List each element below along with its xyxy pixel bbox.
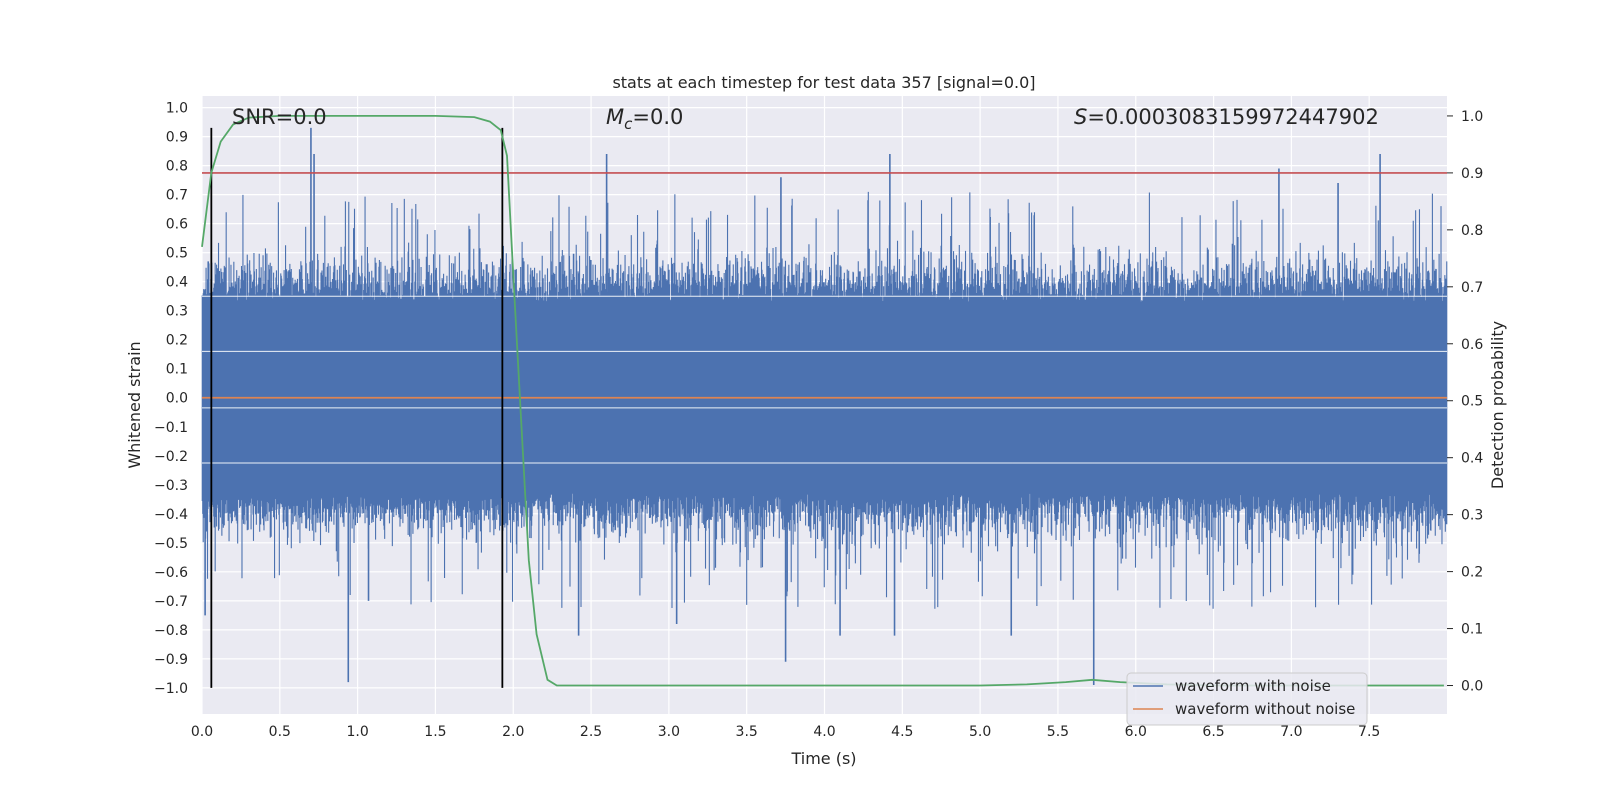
chirp-mass-value: =0.0 [632,105,683,129]
y-tick-label: 0.2 [166,333,188,349]
y-tick-label: 0.1 [166,362,188,378]
y2-tick-label: 0.0 [1461,679,1483,695]
y2-tick-label: 1.0 [1461,109,1483,125]
y-axis-label: Whitened strain [125,341,144,468]
y-tick-label: −0.5 [154,536,188,552]
x-axis-label: Time (s) [790,749,856,768]
y-tick-label: −0.4 [154,507,188,523]
x-tick-label: 6.5 [1202,724,1224,740]
legend-entry-noisy: waveform with noise [1175,677,1331,695]
chart-title: stats at each timestep for test data 357… [612,73,1035,92]
y2-axis-label: Detection probability [1488,321,1507,489]
x-tick-label: 4.0 [813,724,835,740]
y-tick-label: −0.2 [154,449,188,465]
y-tick-label: −0.6 [154,565,188,581]
chirp-mass-subscript: c [624,115,633,133]
axis-ticks: 0.0 0.5 1.0 1.5 2.0 2.5 3.0 3.5 4.0 4.5 5.0 5.5 6.0 6… [154,101,1483,740]
y2-tick-label: 0.1 [1461,622,1483,638]
y-tick-label: −0.7 [154,594,188,610]
y-tick-label: −0.3 [154,478,188,494]
y-tick-label: −1.0 [154,681,188,697]
x-tick-label: 2.0 [502,724,524,740]
y2-tick-label: 0.6 [1461,337,1483,353]
statistic-annotation: S=0.0003083159972447902 [1074,105,1379,129]
x-tick-label: 5.5 [1047,724,1069,740]
y-tick-label: 0.7 [166,188,188,204]
x-tick-label: 2.5 [580,724,602,740]
y-tick-label: 1.0 [166,101,188,117]
x-tick-label: 4.5 [891,724,913,740]
x-tick-label: 7.5 [1358,724,1380,740]
y-tick-label: 0.0 [166,391,188,407]
x-tick-label: 0.0 [191,724,213,740]
y-tick-label: −0.8 [154,623,188,639]
legend-box [1126,672,1368,726]
x-tick-label: 3.5 [736,724,758,740]
y-tick-label: 0.4 [166,275,188,291]
y-tick-label: −0.1 [154,420,188,436]
x-tick-label: 6.0 [1125,724,1147,740]
y2-tick-label: 0.2 [1461,565,1483,581]
chirp-mass-annotation: Mc=0.0 [606,105,683,133]
x-tick-label: 0.5 [269,724,291,740]
snr-annotation: SNR=0.0 [232,105,327,129]
legend: waveform with noise waveform without noi… [1126,672,1368,726]
y-tick-label: 0.8 [166,159,188,175]
y-tick-label: −0.9 [154,652,188,668]
x-tick-label: 1.0 [346,724,368,740]
legend-entry-clean: waveform without noise [1175,700,1355,718]
y-tick-label: 0.9 [166,130,188,146]
chirp-mass-symbol: M [606,105,624,129]
y-tick-label: 0.3 [166,304,188,320]
statistic-symbol: S [1074,105,1087,129]
statistic-value: =0.0003083159972447902 [1087,105,1379,129]
y2-tick-label: 0.7 [1461,280,1483,296]
x-tick-label: 5.0 [969,724,991,740]
x-tick-label: 1.5 [424,724,446,740]
y2-tick-label: 0.9 [1461,166,1483,182]
y2-tick-label: 0.5 [1461,394,1483,410]
x-tick-label: 7.0 [1280,724,1302,740]
y-tick-label: 0.6 [166,217,188,233]
y2-tick-label: 0.3 [1461,508,1483,524]
y-tick-label: 0.5 [166,246,188,262]
x-tick-label: 3.0 [658,724,680,740]
y2-tick-label: 0.4 [1461,451,1483,467]
y2-tick-label: 0.8 [1461,223,1483,239]
